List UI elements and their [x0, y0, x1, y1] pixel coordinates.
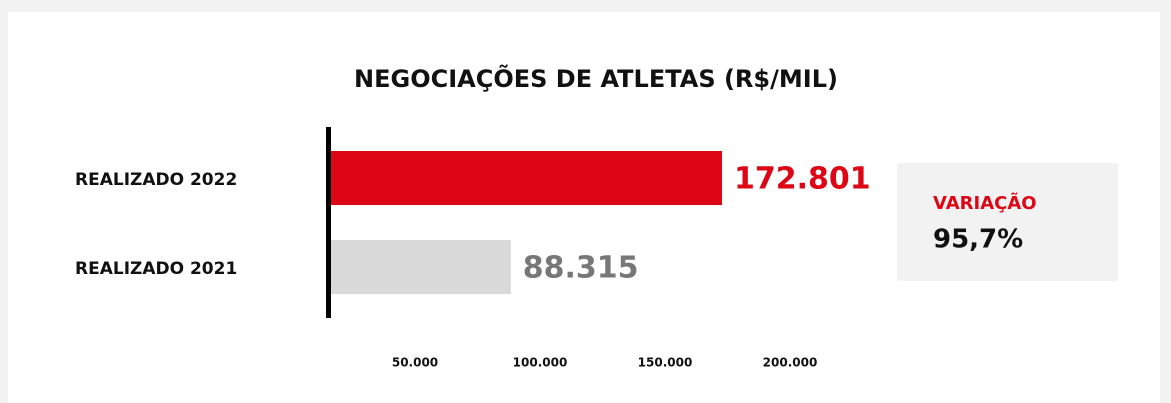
- chart-title: NEGOCIAÇÕES DE ATLETAS (R$/MIL): [354, 63, 838, 93]
- bar: [330, 240, 511, 294]
- category-label: REALIZADO 2022: [75, 170, 237, 190]
- value-label: 172.801: [734, 162, 871, 197]
- bar: [330, 151, 723, 205]
- x-tick-label: 50.000: [392, 356, 438, 370]
- x-tick-label: 150.000: [638, 356, 693, 370]
- x-tick-label: 200.000: [763, 356, 818, 370]
- variation-label: VARIAÇÃO: [933, 191, 1037, 214]
- value-label: 88.315: [523, 251, 639, 286]
- variation-value: 95,7%: [933, 225, 1023, 255]
- category-label: REALIZADO 2021: [75, 259, 237, 279]
- axis-line: [326, 127, 331, 318]
- x-tick-label: 100.000: [513, 356, 568, 370]
- variation-box: [897, 163, 1118, 281]
